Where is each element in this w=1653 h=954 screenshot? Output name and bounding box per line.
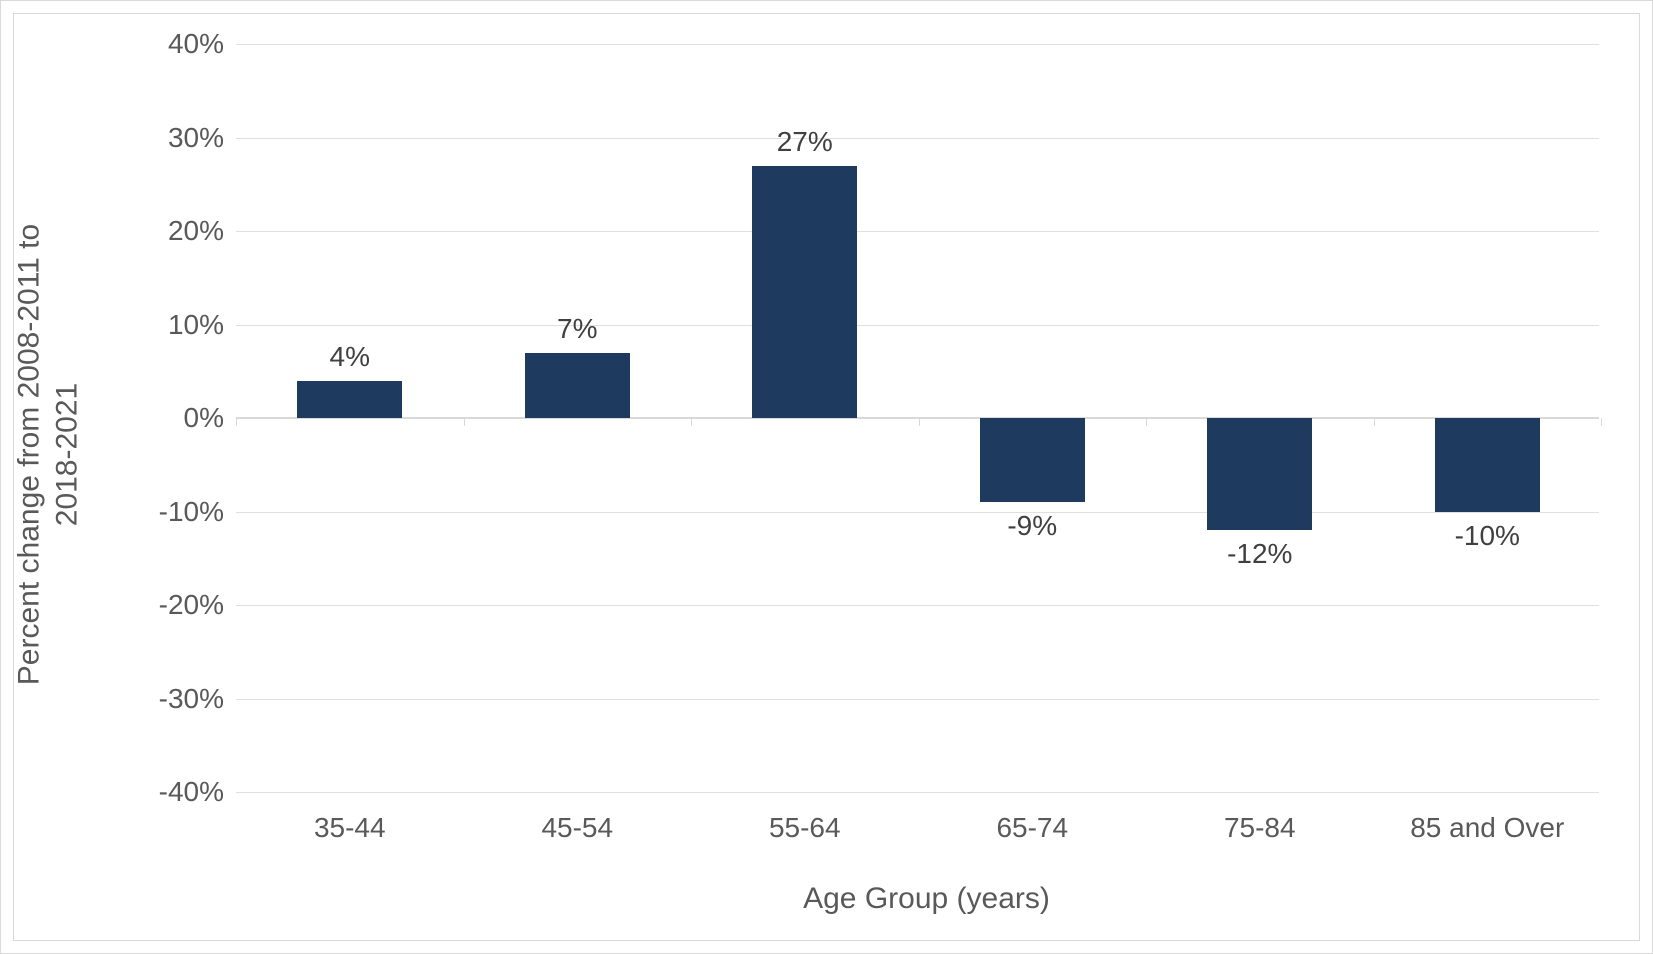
x-tick-label: 45-54 [541,812,613,844]
bar [1207,418,1312,530]
bar [752,166,857,418]
y-tick-label: 40% [134,28,224,60]
x-tick-mark [919,418,920,426]
data-label: -10% [1455,520,1520,552]
chart-inner-frame: Percent change from 2008-2011 to 2018-20… [13,13,1640,941]
y-axis-title-line1: Percent change from 2008-2011 to [13,224,46,685]
bar [525,353,630,418]
grid-line [236,699,1599,700]
grid-line [236,231,1599,232]
x-tick-label: 65-74 [996,812,1068,844]
y-axis-title: Percent change from 2008-2011 to 2018-20… [11,224,86,685]
x-tick-mark [691,418,692,426]
grid-line [236,792,1599,793]
grid-line [236,138,1599,139]
data-label: 4% [330,341,370,373]
y-tick-label: -40% [134,776,224,808]
y-tick-label: -10% [134,496,224,528]
chart-area: Percent change from 2008-2011 to 2018-20… [14,14,1639,940]
zero-axis-line [236,417,1599,419]
data-label: 7% [557,313,597,345]
data-label: -9% [1007,510,1057,542]
y-tick-label: -30% [134,683,224,715]
x-tick-label: 75-84 [1224,812,1296,844]
grid-line [236,44,1599,45]
x-tick-mark [236,418,237,426]
y-tick-label: -20% [134,589,224,621]
y-tick-label: 30% [134,122,224,154]
chart-outer-frame: Percent change from 2008-2011 to 2018-20… [0,0,1653,954]
y-tick-label: 10% [134,309,224,341]
x-tick-label: 85 and Over [1410,812,1564,844]
bar [297,381,402,418]
x-tick-mark [1146,418,1147,426]
x-tick-label: 35-44 [314,812,386,844]
y-axis-title-line2: 2018-2021 [50,383,83,526]
bar [1435,418,1540,512]
x-tick-mark [464,418,465,426]
x-tick-mark [1601,418,1602,426]
grid-line [236,605,1599,606]
data-label: -12% [1227,538,1292,570]
x-tick-mark [1374,418,1375,426]
x-tick-label: 55-64 [769,812,841,844]
y-tick-label: 0% [134,402,224,434]
y-tick-label: 20% [134,215,224,247]
grid-line [236,325,1599,326]
y-tick-labels-container: -40% -30% -20% -10% 0% 10% 20% 30% 40% [134,14,224,940]
grid-line [236,512,1599,513]
bar [980,418,1085,502]
plot-region: 4%35-447%45-5427%55-64-9%65-74-12%75-84-… [236,44,1599,790]
data-label: 27% [777,126,833,158]
x-axis-title: Age Group (years) [14,882,1639,916]
